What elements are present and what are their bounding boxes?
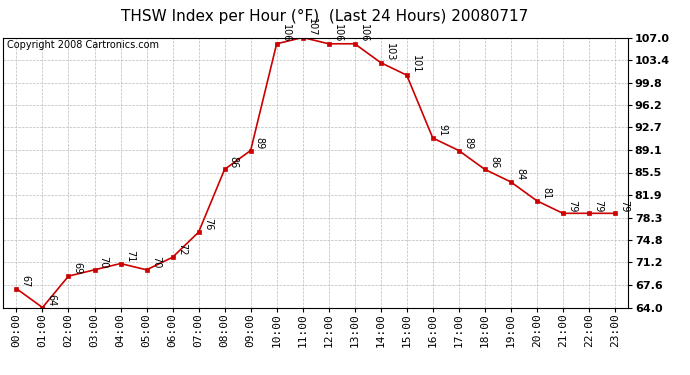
- Text: 69: 69: [72, 262, 83, 275]
- Text: 79: 79: [567, 200, 577, 212]
- Text: 91: 91: [437, 124, 447, 136]
- Text: 106: 106: [359, 24, 369, 42]
- Text: 81: 81: [541, 187, 551, 200]
- Text: 72: 72: [177, 243, 187, 256]
- Text: 84: 84: [515, 168, 525, 180]
- Text: 79: 79: [619, 200, 629, 212]
- Text: 107: 107: [307, 18, 317, 36]
- Text: 76: 76: [203, 218, 213, 231]
- Text: Copyright 2008 Cartronics.com: Copyright 2008 Cartronics.com: [7, 40, 159, 50]
- Text: 106: 106: [281, 24, 290, 42]
- Text: 103: 103: [385, 43, 395, 61]
- Text: 86: 86: [489, 156, 499, 168]
- Text: 89: 89: [255, 137, 265, 149]
- Text: 70: 70: [99, 256, 109, 268]
- Text: 106: 106: [333, 24, 343, 42]
- Text: 89: 89: [463, 137, 473, 149]
- Text: 101: 101: [411, 56, 421, 74]
- Text: 67: 67: [21, 275, 30, 287]
- Text: 64: 64: [47, 294, 57, 306]
- Text: 86: 86: [229, 156, 239, 168]
- Text: 70: 70: [150, 256, 161, 268]
- Text: THSW Index per Hour (°F)  (Last 24 Hours) 20080717: THSW Index per Hour (°F) (Last 24 Hours)…: [121, 9, 528, 24]
- Text: 71: 71: [125, 250, 135, 262]
- Text: 79: 79: [593, 200, 603, 212]
